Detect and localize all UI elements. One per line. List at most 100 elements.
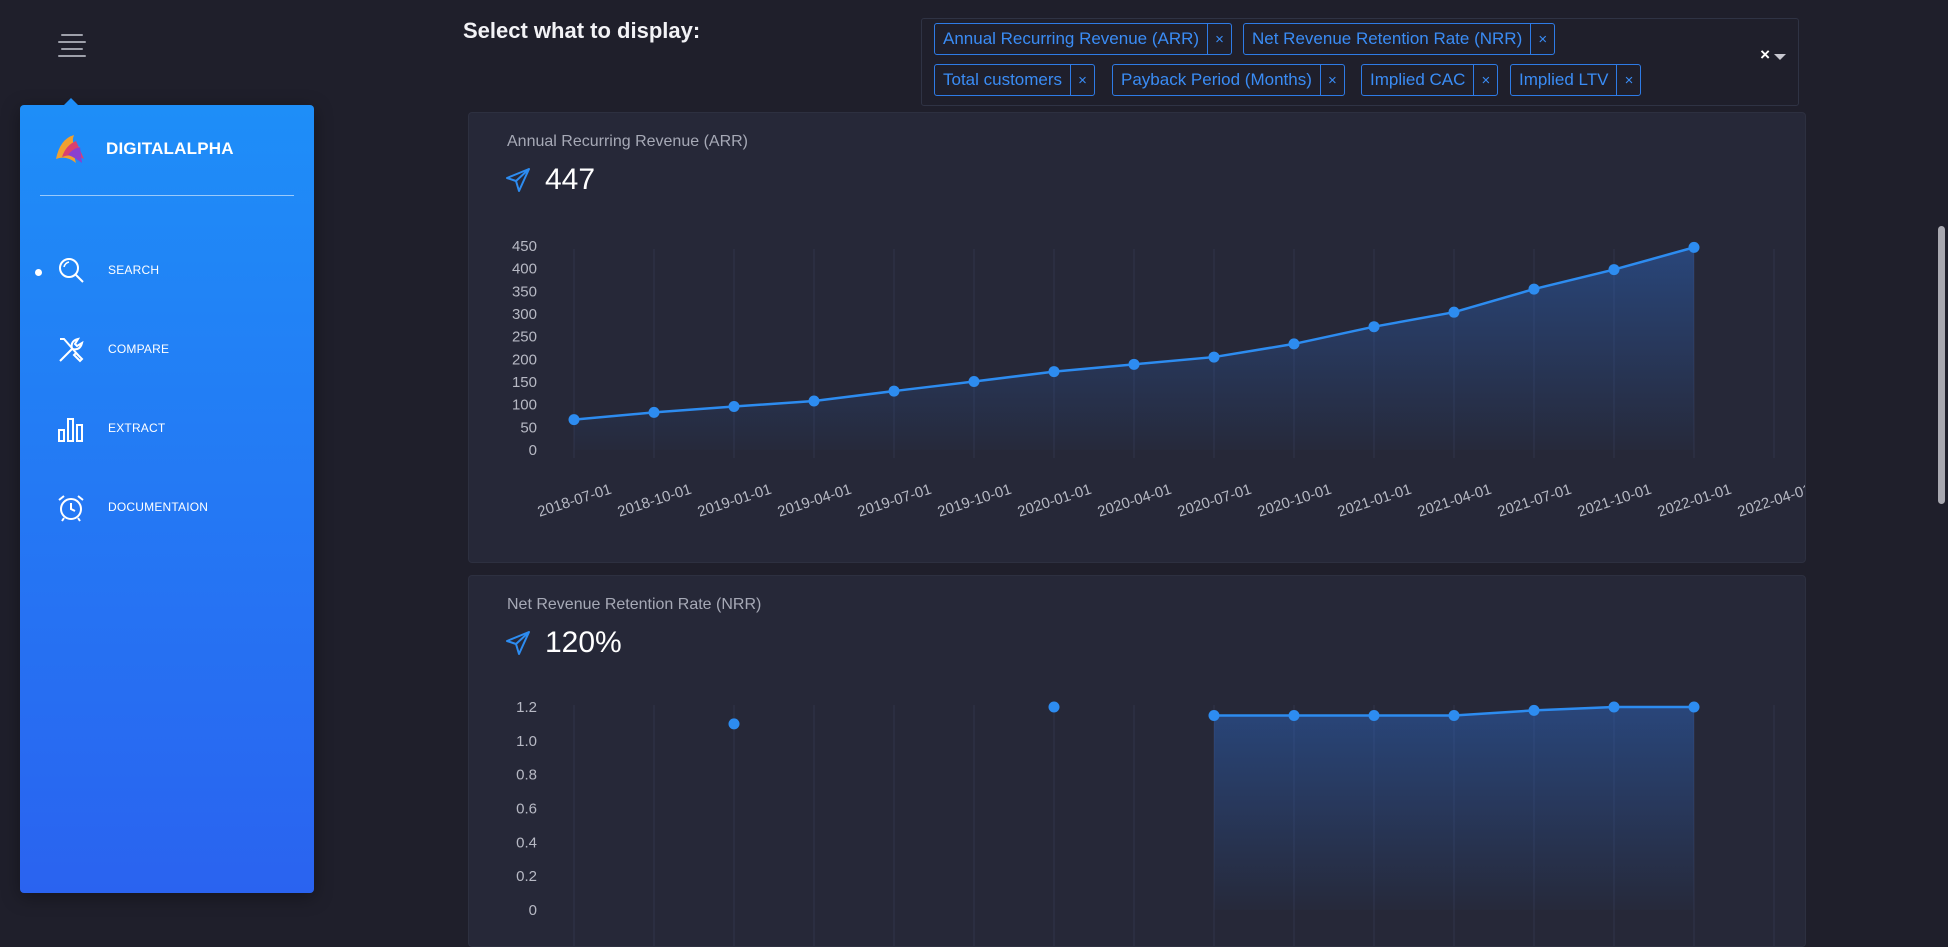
- x-tick-label: 2020-07-01: [1175, 481, 1253, 521]
- tag-implied-ltv[interactable]: Implied LTV ×: [1510, 64, 1642, 96]
- alarm-clock-icon: [58, 495, 84, 522]
- sidebar-item-compare[interactable]: COMPARE: [20, 314, 314, 393]
- arr-card: Annual Recurring Revenue (ARR) 447 450 40…: [468, 112, 1806, 563]
- sidebar-nav: SEARCH COMPARE EXTRACT DOCUMENTAION: [20, 235, 314, 551]
- x-tick-label: 2018-07-01: [535, 481, 613, 521]
- data-point: [728, 400, 740, 412]
- data-point: [728, 718, 740, 730]
- sidebar-item-extract[interactable]: EXTRACT: [20, 393, 314, 472]
- series-area: [574, 247, 1694, 450]
- y-tick-label: 450: [512, 238, 537, 255]
- x-tick-label: 2019-04-01: [775, 481, 853, 521]
- scrollbar-thumb[interactable]: [1938, 226, 1945, 504]
- x-tick-label: 2019-07-01: [855, 481, 933, 521]
- data-point: [1368, 709, 1380, 721]
- tag-label: Annual Recurring Revenue (ARR): [943, 29, 1200, 48]
- remove-tag-icon[interactable]: ×: [1530, 24, 1554, 54]
- tag-implied-cac[interactable]: Implied CAC ×: [1361, 64, 1499, 96]
- y-tick-label: 400: [512, 261, 537, 278]
- sidebar-item-label: SEARCH: [108, 263, 160, 277]
- metric-multiselect[interactable]: Annual Recurring Revenue (ARR) × Net Rev…: [921, 18, 1799, 106]
- send-icon: [506, 631, 530, 655]
- y-tick-label: 100: [512, 397, 537, 414]
- tag-payback-period[interactable]: Payback Period (Months) ×: [1112, 64, 1345, 96]
- data-point: [968, 376, 980, 388]
- y-tick-label: 0: [529, 442, 537, 459]
- sidebar-item-search[interactable]: SEARCH: [20, 235, 314, 314]
- data-point: [1208, 351, 1220, 363]
- card-title: Annual Recurring Revenue (ARR): [507, 133, 748, 150]
- x-tick-label: 2021-10-01: [1575, 481, 1653, 521]
- data-point: [1688, 701, 1700, 713]
- data-point: [808, 395, 820, 407]
- data-point: [648, 406, 660, 418]
- y-tick-label: 250: [512, 329, 537, 346]
- y-tick-label: 0.8: [516, 767, 537, 784]
- data-point: [1608, 264, 1620, 276]
- data-point: [1688, 241, 1700, 253]
- data-point: [1448, 306, 1460, 318]
- sidebar-item-label: EXTRACT: [108, 421, 166, 435]
- bar-chart-icon: [58, 418, 83, 442]
- x-tick-label: 2020-01-01: [1015, 481, 1093, 521]
- menu-toggle-icon[interactable]: [58, 34, 86, 57]
- remove-tag-icon[interactable]: ×: [1319, 65, 1344, 95]
- sidebar-item-label: DOCUMENTAION: [108, 500, 209, 514]
- data-point: [1208, 709, 1220, 721]
- y-tick-label: 1.2: [516, 699, 537, 716]
- data-point: [568, 414, 580, 426]
- tools-icon: [59, 337, 84, 363]
- x-tick-label: 2022-01-01: [1655, 481, 1733, 521]
- nrr-chart: 1.2 1.0 0.8 0.6 0.4 0.2 0: [516, 699, 1775, 946]
- tag-label: Total customers: [943, 70, 1063, 89]
- tag-arr[interactable]: Annual Recurring Revenue (ARR) ×: [934, 23, 1233, 55]
- x-tick-label: 2018-10-01: [615, 481, 693, 521]
- x-tick-label: 2020-10-01: [1255, 481, 1333, 521]
- tag-nrr[interactable]: Net Revenue Retention Rate (NRR) ×: [1243, 23, 1556, 55]
- remove-tag-icon[interactable]: ×: [1207, 24, 1231, 54]
- y-tick-label: 0: [529, 902, 537, 919]
- data-point: [1608, 701, 1620, 713]
- data-point: [1528, 283, 1540, 295]
- brand[interactable]: DIGITALALPHA: [50, 129, 234, 169]
- data-point: [1128, 358, 1140, 370]
- data-point: [1288, 709, 1300, 721]
- card-title: Net Revenue Retention Rate (NRR): [507, 596, 762, 613]
- x-tick-label: 2021-01-01: [1335, 481, 1413, 521]
- y-tick-label: 200: [512, 351, 537, 368]
- y-tick-label: 1.0: [516, 733, 537, 750]
- tag-total-customers[interactable]: Total customers ×: [934, 64, 1096, 96]
- data-point: [1528, 704, 1540, 716]
- y-tick-label: 0.2: [516, 868, 537, 885]
- x-tick-label: 2020-04-01: [1095, 481, 1173, 521]
- data-point: [1288, 338, 1300, 350]
- x-tick-label: 2021-07-01: [1495, 481, 1573, 521]
- remove-tag-icon[interactable]: ×: [1616, 65, 1640, 95]
- x-tick-label: 2022-04-01: [1735, 481, 1805, 521]
- select-title: Select what to display:: [463, 18, 701, 43]
- remove-tag-icon[interactable]: ×: [1070, 65, 1094, 95]
- y-tick-label: 50: [520, 419, 537, 436]
- clear-all-icon[interactable]: ×: [1760, 45, 1770, 64]
- y-tick-label: 300: [512, 306, 537, 323]
- data-point: [1048, 701, 1060, 713]
- sidebar-item-documentation[interactable]: DOCUMENTAION: [20, 472, 314, 551]
- y-tick-label: 0.4: [516, 834, 537, 851]
- card-value: 120%: [545, 626, 622, 659]
- x-tick-label: 2021-04-01: [1415, 481, 1493, 521]
- tag-label: Implied CAC: [1370, 70, 1466, 89]
- y-tick-label: 350: [512, 283, 537, 300]
- tag-label: Net Revenue Retention Rate (NRR): [1252, 29, 1523, 48]
- brand-name: DIGITALALPHA: [106, 139, 234, 158]
- y-tick-label: 150: [512, 374, 537, 391]
- data-point: [1368, 321, 1380, 333]
- brand-logo-icon: [56, 135, 84, 163]
- tag-label: Implied LTV: [1519, 70, 1609, 89]
- chevron-down-icon[interactable]: [1774, 54, 1786, 60]
- tag-label: Payback Period (Months): [1121, 70, 1312, 89]
- remove-tag-icon[interactable]: ×: [1473, 65, 1497, 95]
- active-indicator: [35, 269, 42, 276]
- data-point: [1448, 709, 1460, 721]
- search-icon: [59, 258, 84, 283]
